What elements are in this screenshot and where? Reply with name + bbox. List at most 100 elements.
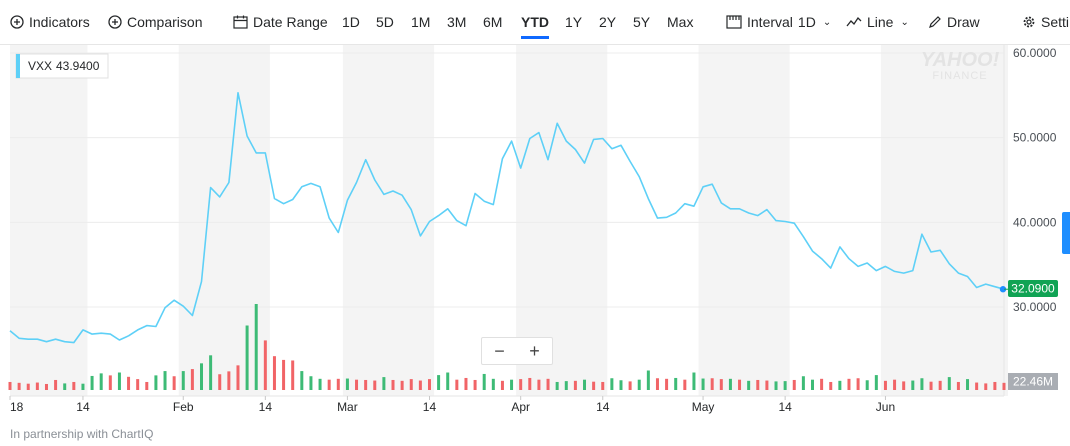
draw-button[interactable]: Draw [928,14,980,30]
range-1y[interactable]: 1Y [565,14,583,30]
volume-bar [710,378,714,390]
volume-bar [893,379,897,390]
range-5d[interactable]: 5D [376,14,394,30]
range-5y[interactable]: 5Y [633,14,651,30]
range-2y[interactable]: 2Y [599,14,617,30]
legend-value: 43.9400 [56,59,100,73]
volume-bar [774,381,778,390]
volume-bar [573,380,577,390]
volume-bar [491,378,495,390]
volume-bar [437,375,441,390]
volume-bar [628,381,632,390]
shaded-period-bands [10,45,1008,396]
range-max[interactable]: Max [667,14,694,30]
volume-bar [282,359,286,390]
volume-bar [592,381,596,390]
volume-bar [646,370,650,390]
volume-label: 22.46M [1008,373,1058,390]
volume-bar [482,373,486,390]
shaded-band [10,45,88,396]
volume-bar [956,381,960,390]
x-axis: 18 14 Feb 14 Mar 14 Apr 14 May 14 Jun [9,395,1004,414]
volume-bar [90,375,94,390]
shaded-band [178,45,270,396]
volume-bar [464,377,468,390]
settings-button[interactable]: Setti [1022,14,1069,30]
volume-bar [783,381,787,390]
volume-bar [637,379,641,390]
volume-bar [546,378,550,390]
volume-bar [190,369,194,390]
zoom-out-button[interactable]: − [494,341,505,361]
volume-bar [911,380,915,390]
comparison-button[interactable]: Comparison [108,14,202,30]
volume-bar [473,379,477,390]
side-panel-toggle[interactable] [1062,212,1070,254]
volume-bar [528,377,532,390]
plus-circle-icon [108,15,122,29]
pencil-icon [929,16,941,28]
vxx-line [9,92,1005,344]
x-tick-label: 14 [259,400,273,414]
x-tick-label: May [692,400,715,414]
volume-bar [583,379,587,390]
volume-bar [364,379,368,390]
calendar-icon [233,15,248,29]
y-tick-label: 50.0000 [1013,131,1057,145]
range-1d[interactable]: 1D [342,14,360,30]
volume-bar [665,378,669,390]
chart-type-dropdown[interactable]: Line ⌄ [846,14,909,30]
indicators-button[interactable]: Indicators [10,14,90,30]
volume-bar [500,380,504,390]
volume-bar [829,381,833,390]
volume-bar [728,378,732,390]
settings-label: Setti [1041,14,1070,30]
volume-bar [172,376,176,390]
x-tick-label: 14 [76,400,90,414]
indicators-label: Indicators [29,14,90,30]
date-range-label: Date Range [253,14,328,30]
volume-bar [692,372,696,390]
range-3m[interactable]: 3M [447,14,467,30]
volume-bars [8,304,1006,390]
legend-box [15,53,109,79]
zoom-control: − + [481,337,553,365]
volume-bar [327,379,331,390]
x-tick-label: 14 [596,400,610,414]
zoom-in-button[interactable]: + [529,341,540,361]
volume-bar [810,379,814,390]
volume-bar [619,380,623,390]
x-tick-label: Feb [173,400,194,414]
range-6m[interactable]: 6M [483,14,503,30]
volume-bar [747,380,751,390]
volume-bar [136,379,140,390]
current-price-value: 32.0900 [1011,282,1055,296]
y-tick-label: 60.0000 [1013,46,1057,60]
range-ytd[interactable]: YTD [521,14,549,39]
range-1m[interactable]: 1M [411,14,431,30]
volume-bar [8,381,12,390]
interval-dropdown[interactable]: Interval 1D ⌄ [726,14,831,30]
volume-bar [765,380,769,390]
volume-bar [902,381,906,390]
volume-bar [655,378,659,390]
volume-bar [44,383,48,390]
volume-bar [756,379,760,390]
x-tick-label: Jun [876,400,895,414]
volume-bar [674,377,678,390]
volume-bar [966,379,970,390]
current-price-label: 32.0900 [1008,280,1058,297]
chevron-down-icon: ⌄ [900,16,909,28]
date-range-button[interactable]: Date Range [233,14,328,30]
volume-bar [181,371,185,390]
volume-bar [245,325,249,390]
volume-bar [975,382,979,390]
volume-bar [81,383,85,390]
volume-bar [856,378,860,390]
volume-bar [510,379,514,390]
volume-bar [719,379,723,390]
volume-bar [254,304,258,390]
volume-bar [610,378,614,390]
volume-bar [209,355,213,390]
volume-bar [336,378,340,390]
